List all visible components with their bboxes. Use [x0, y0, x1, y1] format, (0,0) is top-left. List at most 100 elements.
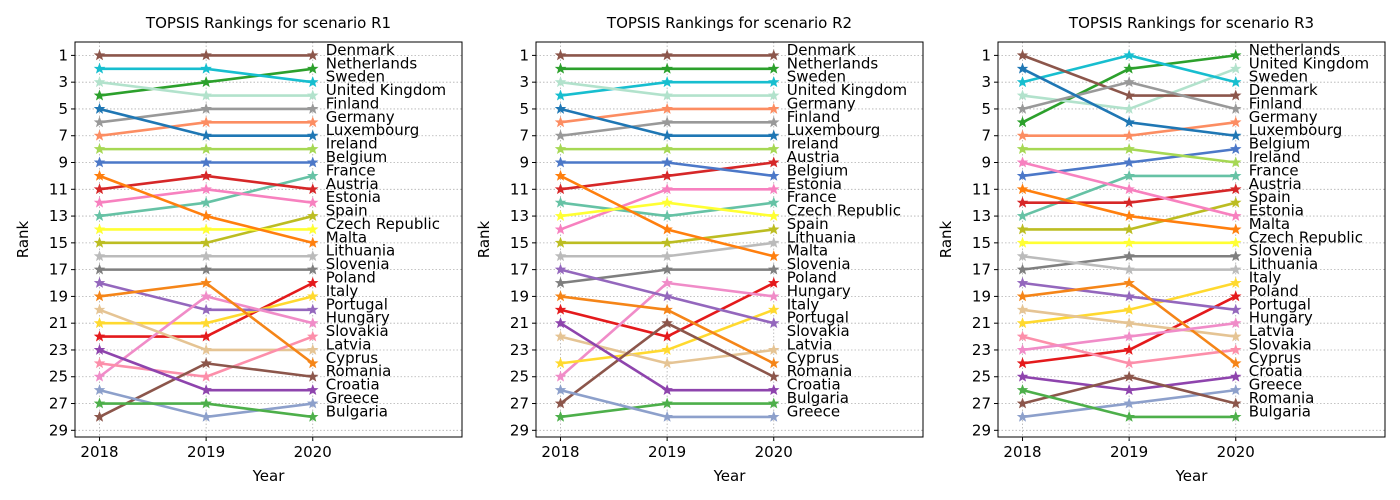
country-label-united-kingdom: United Kingdom — [787, 81, 907, 99]
series-croatia — [1016, 370, 1242, 396]
data-point-star — [306, 343, 319, 355]
data-point-star — [200, 210, 212, 221]
y-tick-label: 23 — [510, 341, 529, 359]
data-point-star — [661, 89, 673, 101]
country-label-belgium: Belgium — [1249, 135, 1311, 153]
country-label-czech-republic: Czech Republic — [787, 202, 901, 220]
data-point-star — [306, 236, 319, 248]
data-point-star — [306, 183, 319, 195]
data-point-star — [200, 384, 212, 396]
data-point-star — [1123, 49, 1135, 61]
series-portugal — [554, 263, 780, 329]
country-label-estonia: Estonia — [1249, 202, 1304, 220]
series-cyprus — [1016, 276, 1242, 369]
data-point-star — [554, 62, 567, 74]
country-label-slovakia: Slovakia — [1249, 335, 1312, 353]
data-point-star — [1229, 343, 1242, 355]
y-tick-label: 21 — [972, 314, 991, 332]
series-sweden — [93, 62, 319, 88]
data-point-star — [93, 357, 106, 369]
data-point-star — [661, 196, 673, 208]
data-point-star — [767, 290, 780, 302]
country-label-luxembourg: Luxembourg — [326, 121, 420, 139]
y-tick-label: 9 — [981, 154, 991, 172]
country-label-luxembourg: Luxembourg — [1249, 121, 1343, 139]
data-point-star — [93, 156, 106, 168]
series-czech-republic — [1016, 236, 1242, 248]
data-point-star — [554, 384, 567, 396]
data-point-star — [200, 183, 212, 195]
y-tick-label: 15 — [510, 234, 529, 252]
data-point-star — [1016, 357, 1029, 369]
data-point-star — [1123, 290, 1135, 302]
country-label-cyprus: Cyprus — [1249, 349, 1302, 367]
data-point-star — [306, 317, 319, 329]
series-denmark — [1016, 49, 1242, 101]
series-slovakia — [1016, 303, 1242, 342]
country-label-latvia: Latvia — [787, 335, 833, 353]
data-point-star — [1016, 236, 1029, 248]
series-slovenia — [93, 263, 319, 275]
series-estonia — [1016, 156, 1242, 221]
data-point-star — [1016, 210, 1029, 221]
data-point-star — [1016, 223, 1029, 235]
data-point-star — [1016, 169, 1029, 181]
y-tick-label: 29 — [972, 421, 991, 439]
data-point-star — [661, 116, 673, 128]
data-point-star — [306, 62, 319, 74]
country-label-france: France — [1249, 161, 1299, 179]
data-point-star — [1229, 76, 1242, 88]
data-point-star — [306, 129, 319, 141]
data-point-star — [1123, 156, 1135, 168]
y-tick-label: 19 — [972, 287, 991, 305]
y-tick-label: 25 — [972, 368, 991, 386]
data-point-star — [93, 116, 106, 128]
country-label-cyprus: Cyprus — [326, 349, 379, 367]
data-point-star — [767, 410, 780, 422]
country-label-lithuania: Lithuania — [326, 242, 395, 260]
country-label-hungary: Hungary — [787, 282, 851, 300]
data-point-star — [767, 196, 780, 208]
data-point-star — [1016, 397, 1029, 409]
series-finland — [1016, 76, 1242, 114]
y-tick-label: 1 — [519, 46, 529, 64]
data-point-star — [1123, 330, 1135, 342]
country-label-luxembourg: Luxembourg — [787, 121, 881, 139]
data-point-star — [1123, 183, 1135, 195]
country-label-latvia: Latvia — [326, 335, 372, 353]
country-label-bulgaria: Bulgaria — [787, 389, 849, 407]
data-point-star — [1229, 303, 1242, 315]
data-point-star — [200, 62, 212, 74]
country-label-greece: Greece — [1249, 376, 1302, 394]
data-point-star — [1016, 317, 1029, 329]
data-point-star — [306, 330, 319, 342]
series-hungary — [93, 290, 319, 382]
data-point-star — [661, 384, 673, 396]
data-point-star — [1229, 89, 1242, 101]
data-point-star — [1123, 76, 1135, 88]
data-point-star — [306, 143, 319, 155]
country-label-romania: Romania — [326, 362, 392, 380]
country-label-cyprus: Cyprus — [787, 349, 840, 367]
data-point-star — [1123, 317, 1135, 329]
data-point-star — [200, 116, 212, 128]
data-point-star — [1229, 210, 1242, 221]
data-point-star — [1229, 49, 1242, 61]
data-point-star — [554, 49, 567, 61]
country-label-denmark: Denmark — [787, 41, 856, 59]
data-point-star — [554, 102, 567, 114]
data-point-star — [93, 210, 106, 221]
data-point-star — [1016, 196, 1029, 208]
data-point-star — [200, 169, 212, 181]
x-tick-label: 2019 — [1110, 443, 1148, 461]
data-point-star — [306, 89, 319, 101]
series-lithuania — [93, 250, 319, 262]
data-point-star — [661, 317, 673, 329]
y-tick-label: 13 — [49, 207, 68, 225]
series-sweden — [554, 76, 780, 101]
y-tick-label: 17 — [510, 261, 529, 279]
data-point-star — [1229, 143, 1242, 155]
data-point-star — [767, 263, 780, 275]
data-point-star — [1123, 210, 1135, 221]
data-point-star — [93, 102, 106, 114]
